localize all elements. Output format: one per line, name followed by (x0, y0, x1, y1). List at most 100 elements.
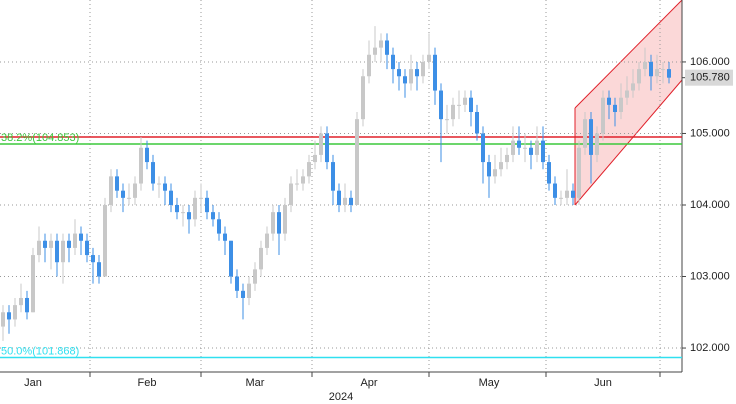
candle-body (139, 147, 143, 184)
candle-body (73, 233, 77, 248)
candle-body (337, 190, 341, 205)
candle-body (253, 269, 257, 284)
candle-body (289, 183, 293, 205)
candle-body (217, 219, 221, 234)
candle-body (199, 197, 203, 199)
x-tick-label: Feb (138, 377, 157, 389)
candle-body (277, 212, 281, 234)
candle-body (547, 162, 551, 184)
candle-body (205, 197, 209, 213)
candle-body (577, 147, 581, 198)
candle-body (49, 240, 53, 248)
candle-body (241, 290, 245, 298)
x-tick-label: Mar (246, 377, 265, 389)
candle-body (85, 240, 89, 256)
candle-body (145, 147, 149, 163)
x-tick-label: Jun (594, 377, 612, 389)
channel-fill (575, 0, 682, 205)
candle-body (367, 54, 371, 77)
candle-body (1, 312, 5, 327)
candle-body (475, 112, 479, 134)
x-tick-label: May (479, 377, 500, 389)
candle-body (397, 69, 401, 77)
candle-body (295, 183, 299, 185)
level-label: 38.2%(104.853) (1, 132, 79, 144)
candle-body (121, 190, 125, 198)
y-tick-label: 106.000 (690, 56, 730, 68)
candle-body (403, 76, 407, 84)
candle-body (31, 255, 35, 313)
candle-body (469, 97, 473, 113)
candle-body (169, 190, 173, 205)
candle-body (565, 190, 569, 198)
candle-body (223, 233, 227, 241)
candle-body (133, 183, 137, 198)
candle-body (307, 162, 311, 177)
candle-body (427, 54, 431, 62)
candle-body (283, 204, 287, 234)
candle-body (181, 212, 185, 214)
channel-upper (574, 0, 683, 109)
candle-body (67, 240, 71, 248)
candle-body (457, 104, 461, 106)
y-tick-label: 103.000 (690, 270, 730, 282)
candle-body (655, 69, 659, 77)
candle-body (559, 197, 563, 199)
y-tick-label: 104.000 (690, 199, 730, 211)
candle-body (127, 197, 131, 199)
candle-body (37, 240, 41, 256)
y-tick-label: 102.000 (690, 342, 730, 354)
candle-body (415, 69, 419, 77)
last-price-box (685, 69, 733, 86)
candle-body (319, 133, 323, 155)
candle-body (379, 40, 383, 48)
candle-body (619, 97, 623, 113)
candle-body (583, 119, 587, 148)
candle-body (151, 162, 155, 184)
candle-body (439, 90, 443, 120)
candle-body (331, 162, 335, 191)
candle-body (541, 140, 545, 163)
candle-body (103, 204, 107, 277)
candle-body (613, 104, 617, 113)
candle-body (13, 305, 17, 320)
candle-body (391, 54, 395, 70)
candle-body (667, 69, 671, 78)
level-label: 50.0%(101.868) (1, 345, 79, 357)
candle-body (589, 119, 593, 155)
candle-body (343, 197, 347, 205)
candle-body (271, 212, 275, 234)
candle-body (55, 240, 59, 263)
candle-body (355, 119, 359, 205)
candle-body (187, 212, 191, 220)
candle-body (571, 190, 575, 198)
candle-body (523, 147, 527, 149)
candle-body (595, 133, 599, 155)
x-tick-label: Apr (360, 377, 377, 389)
candle-body (91, 255, 95, 263)
channel-lower (574, 79, 683, 206)
candle-body (631, 83, 635, 91)
candle-body (229, 240, 233, 277)
candle-body (433, 54, 437, 91)
candle-body (451, 104, 455, 120)
candle-body (97, 262, 101, 277)
candle-body (463, 97, 467, 105)
candle-body (25, 297, 29, 313)
candle-body (19, 297, 23, 306)
candle-body (247, 283, 251, 298)
candle-body (361, 76, 365, 120)
candle-body (643, 61, 647, 70)
x-axis-title: 2024 (329, 391, 353, 403)
candle-body (259, 247, 263, 270)
candle-body (445, 119, 449, 121)
candle-body (535, 140, 539, 155)
candle-body (493, 169, 497, 177)
last-price-label: 105.780 (690, 72, 730, 84)
y-tick-label: 105.000 (690, 127, 730, 139)
candle-body (601, 97, 605, 134)
candle-body (325, 133, 329, 163)
candle-body (481, 133, 485, 163)
x-tick-label: Jan (24, 377, 42, 389)
candle-body (265, 233, 269, 248)
